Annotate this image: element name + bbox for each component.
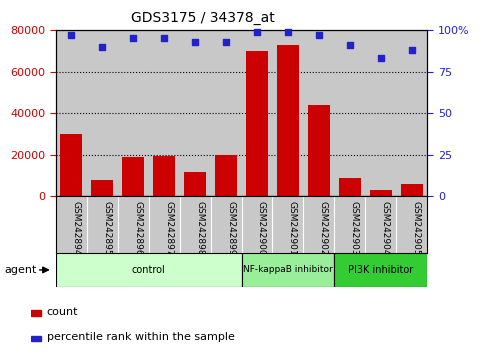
Point [222,39,230,45]
Bar [153,156,175,196]
Bar [215,155,237,196]
FancyBboxPatch shape [242,253,334,287]
Bar [184,172,206,196]
Bar [401,184,423,196]
Point [284,29,292,35]
Text: GDS3175 / 34378_at: GDS3175 / 34378_at [131,11,275,25]
Bar [31,310,41,316]
Text: control: control [132,265,165,275]
Bar [339,178,361,196]
Text: GSM242896: GSM242896 [133,201,142,256]
Text: agent: agent [5,265,37,275]
Bar [122,157,144,196]
Point [160,35,168,41]
Text: GSM242897: GSM242897 [164,201,173,256]
Point [408,47,416,53]
Text: percentile rank within the sample: percentile rank within the sample [47,332,235,342]
Text: GSM242905: GSM242905 [412,201,421,256]
Text: count: count [47,307,78,317]
Text: GSM242898: GSM242898 [195,201,204,256]
Point [253,29,261,35]
Bar [308,105,330,196]
FancyBboxPatch shape [334,253,427,287]
Text: GSM242900: GSM242900 [257,201,266,256]
FancyBboxPatch shape [56,253,242,287]
Point [67,32,75,38]
Text: GSM242903: GSM242903 [350,201,359,256]
Point [191,39,199,45]
Bar [277,45,299,196]
Point [98,44,106,50]
Text: GSM242902: GSM242902 [319,201,328,256]
Text: GSM242895: GSM242895 [102,201,111,256]
Point [377,56,385,61]
Point [315,32,323,38]
Text: GSM242901: GSM242901 [288,201,297,256]
Point [129,35,137,41]
Text: GSM242904: GSM242904 [381,201,390,256]
Point [346,42,354,48]
Text: GSM242899: GSM242899 [226,201,235,256]
Bar [31,336,41,341]
Bar [60,134,82,196]
Bar [370,190,392,196]
Text: PI3K inhibitor: PI3K inhibitor [348,265,413,275]
Bar [91,180,113,196]
Text: NF-kappaB inhibitor: NF-kappaB inhibitor [243,266,333,274]
Text: GSM242894: GSM242894 [71,201,80,256]
Bar [246,51,268,196]
